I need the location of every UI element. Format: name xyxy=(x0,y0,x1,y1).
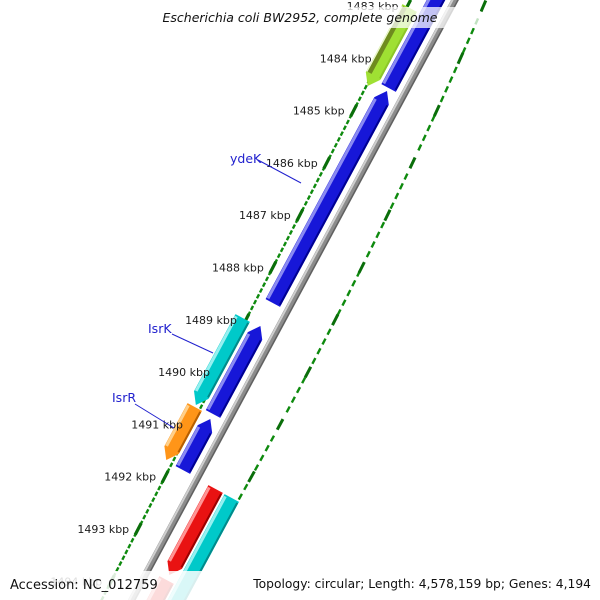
kbp-label-1491: 1491 kbp xyxy=(131,418,183,431)
kbp-label-1493: 1493 kbp xyxy=(77,523,129,536)
gene-IsrK xyxy=(194,314,250,405)
kbp-label-1489: 1489 kbp xyxy=(185,314,237,327)
gene-blue-mid xyxy=(205,326,263,418)
kbp-label-1484: 1484 kbp xyxy=(320,52,372,65)
callout-line-ydeK xyxy=(257,159,302,184)
footer-overlay-band xyxy=(0,571,600,600)
gene-blue-low xyxy=(175,419,213,474)
gene-IsrR xyxy=(164,403,203,460)
gene-label-IsrK: IsrK xyxy=(148,321,172,336)
callout-line-IsrK xyxy=(171,333,214,354)
title-overlay-band xyxy=(88,7,480,28)
left-ruler-dots xyxy=(100,0,412,600)
genome-backbone xyxy=(127,0,459,600)
kbp-label-1490: 1490 kbp xyxy=(158,366,210,379)
footer-topology: Topology: circular; Length: 4,578,159 bp… xyxy=(252,577,591,591)
gene-label-IsrR: IsrR xyxy=(112,390,136,405)
kbp-label-1488: 1488 kbp xyxy=(212,262,264,275)
kbp-label-1487: 1487 kbp xyxy=(239,209,291,222)
callout-line-IsrR xyxy=(134,403,175,429)
gene-ydeK xyxy=(265,91,389,307)
kbp-label-1486: 1486 kbp xyxy=(266,157,318,170)
kbp-label-1492: 1492 kbp xyxy=(104,471,156,484)
feature-labels-layer: ydeK IsrK IsrR xyxy=(112,151,302,429)
kbp-label-1485: 1485 kbp xyxy=(293,105,345,118)
gene-red-a xyxy=(167,485,223,575)
footer-accession: Accession: NC_012759 xyxy=(10,578,158,593)
map-title: Escherichia coli BW2952, complete genome xyxy=(163,10,438,25)
gene-label-ydeK: ydeK xyxy=(230,151,262,166)
